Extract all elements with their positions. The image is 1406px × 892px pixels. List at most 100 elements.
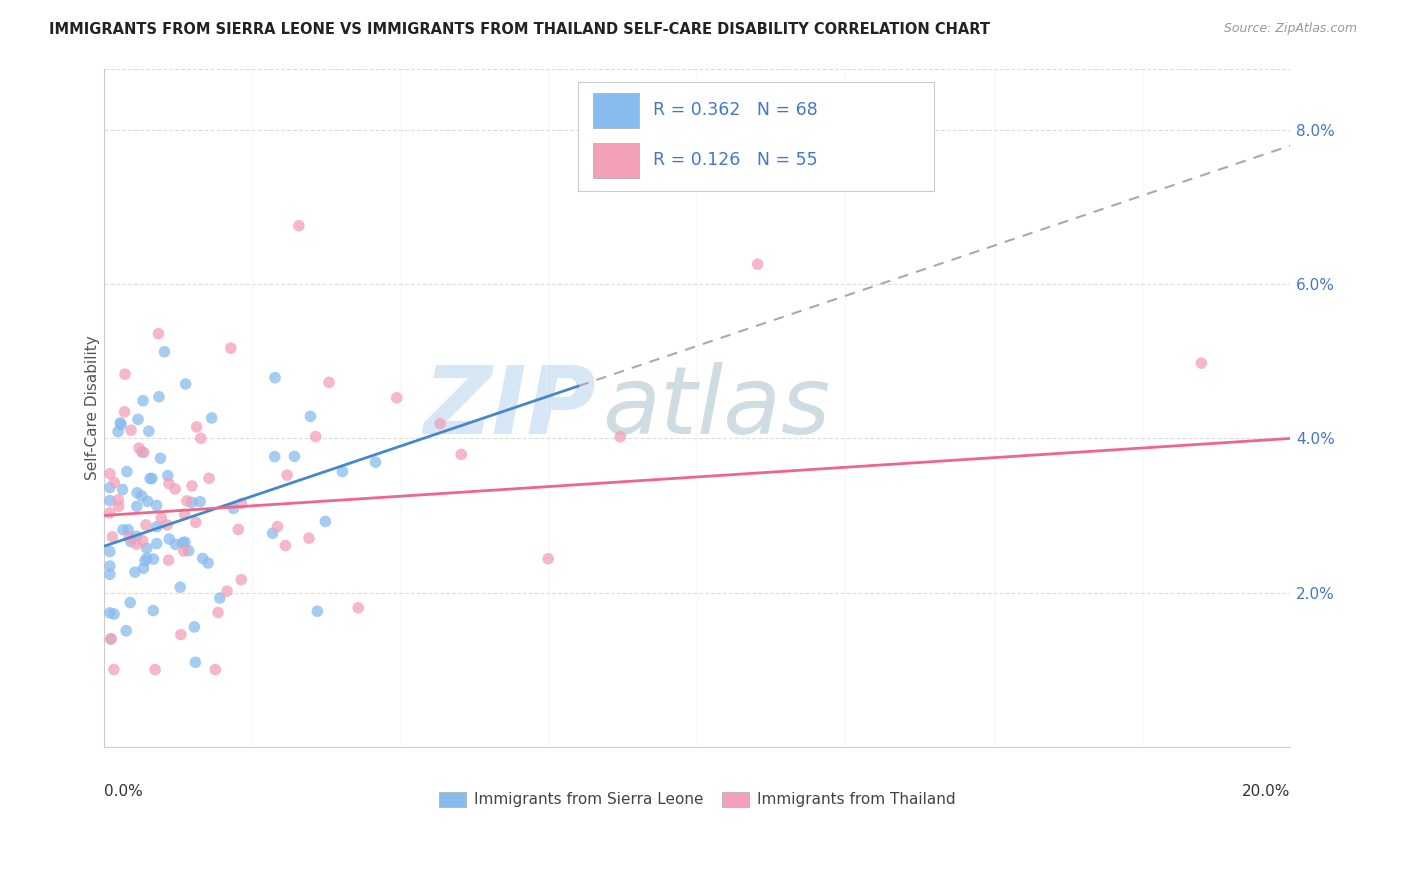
Point [222, 501, 245, 516]
Point [142, 552, 165, 566]
Point [747, 257, 769, 271]
Point [318, 376, 340, 390]
Point [165, 537, 187, 551]
Point [314, 515, 336, 529]
Text: atlas: atlas [602, 362, 831, 453]
Point [174, 377, 197, 392]
Point [138, 424, 160, 438]
Point [125, 537, 148, 551]
Point [183, 620, 205, 634]
Point [173, 544, 195, 558]
Point [111, 483, 134, 497]
Point [146, 519, 169, 533]
Point [172, 536, 194, 550]
Point [132, 445, 155, 459]
Point [132, 393, 155, 408]
Point [114, 367, 136, 381]
Point [103, 475, 125, 490]
Point [262, 526, 284, 541]
Point [148, 390, 170, 404]
Point [131, 533, 153, 548]
Point [98, 467, 121, 481]
Point [217, 584, 239, 599]
Point [264, 370, 287, 384]
Point [135, 518, 157, 533]
Point [429, 417, 451, 431]
Text: ZIP: ZIP [423, 361, 596, 454]
Point [135, 541, 157, 556]
Point [1189, 356, 1212, 370]
Point [149, 451, 172, 466]
Point [299, 409, 322, 424]
Point [125, 529, 148, 543]
Point [98, 606, 121, 620]
Point [274, 539, 297, 553]
Point [191, 551, 214, 566]
Point [117, 523, 139, 537]
Point [219, 341, 242, 355]
Point [139, 471, 162, 485]
Point [157, 476, 180, 491]
Point [103, 607, 125, 621]
Point [124, 565, 146, 579]
Point [110, 416, 132, 430]
Point [98, 567, 121, 582]
Point [156, 517, 179, 532]
Point [98, 506, 121, 520]
Point [128, 441, 150, 455]
Y-axis label: Self-Care Disability: Self-Care Disability [86, 335, 100, 480]
Point [103, 663, 125, 677]
Point [198, 471, 221, 485]
Point [100, 632, 122, 646]
Point [125, 500, 148, 514]
Point [153, 344, 176, 359]
Point [98, 544, 121, 558]
Point [98, 493, 121, 508]
Point [231, 573, 253, 587]
Legend: Immigrants from Sierra Leone, Immigrants from Thailand: Immigrants from Sierra Leone, Immigrants… [433, 785, 962, 814]
Point [156, 468, 179, 483]
Point [180, 495, 202, 509]
Point [184, 516, 207, 530]
Point [107, 425, 129, 439]
Point [197, 556, 219, 570]
Point [98, 559, 121, 574]
Point [201, 411, 224, 425]
Point [184, 655, 207, 669]
Text: 20.0%: 20.0% [1241, 784, 1291, 799]
Point [131, 445, 153, 459]
Point [136, 494, 159, 508]
Point [173, 535, 195, 549]
Point [114, 405, 136, 419]
Point [145, 536, 167, 550]
Point [134, 554, 156, 568]
Point [115, 624, 138, 638]
Point [98, 481, 121, 495]
Point [266, 519, 288, 533]
Point [170, 627, 193, 641]
Text: IMMIGRANTS FROM SIERRA LEONE VS IMMIGRANTS FROM THAILAND SELF-CARE DISABILITY CO: IMMIGRANTS FROM SIERRA LEONE VS IMMIGRAN… [49, 22, 990, 37]
Point [110, 417, 132, 432]
Text: 0.0%: 0.0% [104, 784, 142, 799]
Point [115, 465, 138, 479]
Point [190, 431, 212, 445]
Point [304, 429, 326, 443]
Point [118, 530, 141, 544]
Point [288, 219, 311, 233]
Point [131, 489, 153, 503]
Point [120, 534, 142, 549]
Point [101, 530, 124, 544]
Point [142, 603, 165, 617]
Point [150, 511, 173, 525]
Point [385, 391, 408, 405]
Point [157, 532, 180, 546]
Point [165, 482, 187, 496]
Point [450, 447, 472, 461]
Point [100, 632, 122, 646]
Point [186, 420, 208, 434]
Point [107, 499, 129, 513]
Point [208, 591, 231, 605]
Text: Source: ZipAtlas.com: Source: ZipAtlas.com [1223, 22, 1357, 36]
Point [307, 604, 329, 618]
Point [332, 465, 354, 479]
